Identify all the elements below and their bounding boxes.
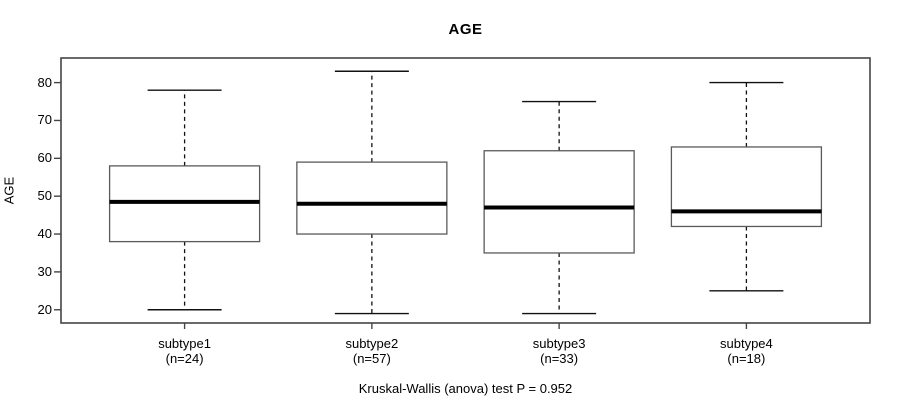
- stat-test-caption: Kruskal-Wallis (anova) test P = 0.952: [358, 381, 573, 396]
- boxplot-subtype2: [296, 70, 448, 315]
- boxplot-subtype1: [108, 89, 261, 311]
- y-tick-label: 60: [37, 150, 52, 166]
- plot-frame: [60, 57, 871, 324]
- y-tick-label: 80: [37, 74, 52, 90]
- category-count: (n=33): [540, 351, 579, 366]
- boxplot-subtype3: [483, 100, 635, 315]
- y-tick-label: 30: [37, 263, 52, 279]
- x-tick-label-subtype1: subtype1 (n=24): [115, 336, 255, 366]
- chart-title: AGE: [448, 21, 483, 38]
- category-count: (n=18): [727, 351, 766, 366]
- category-count: (n=57): [352, 351, 391, 366]
- category-name: subtype4: [720, 336, 773, 351]
- category-name: subtype1: [158, 336, 211, 351]
- y-tick-label: 20: [37, 301, 52, 317]
- category-name: subtype2: [345, 336, 399, 351]
- category-count: (n=24): [165, 351, 204, 366]
- y-tick-label: 70: [37, 112, 52, 128]
- x-tick-label-subtype3: subtype3 (n=33): [489, 336, 629, 366]
- y-tick-label: 50: [37, 188, 52, 204]
- x-tick-label-subtype2: subtype2 (n=57): [302, 336, 442, 366]
- iqr-box: [670, 146, 823, 228]
- x-tick-label-subtype4: subtype4 (n=18): [676, 336, 816, 366]
- y-tick-label: 40: [37, 226, 52, 242]
- iqr-box: [296, 161, 448, 235]
- iqr-box: [483, 150, 635, 254]
- boxplot-subtype4: [670, 81, 823, 292]
- category-name: subtype3: [532, 336, 586, 351]
